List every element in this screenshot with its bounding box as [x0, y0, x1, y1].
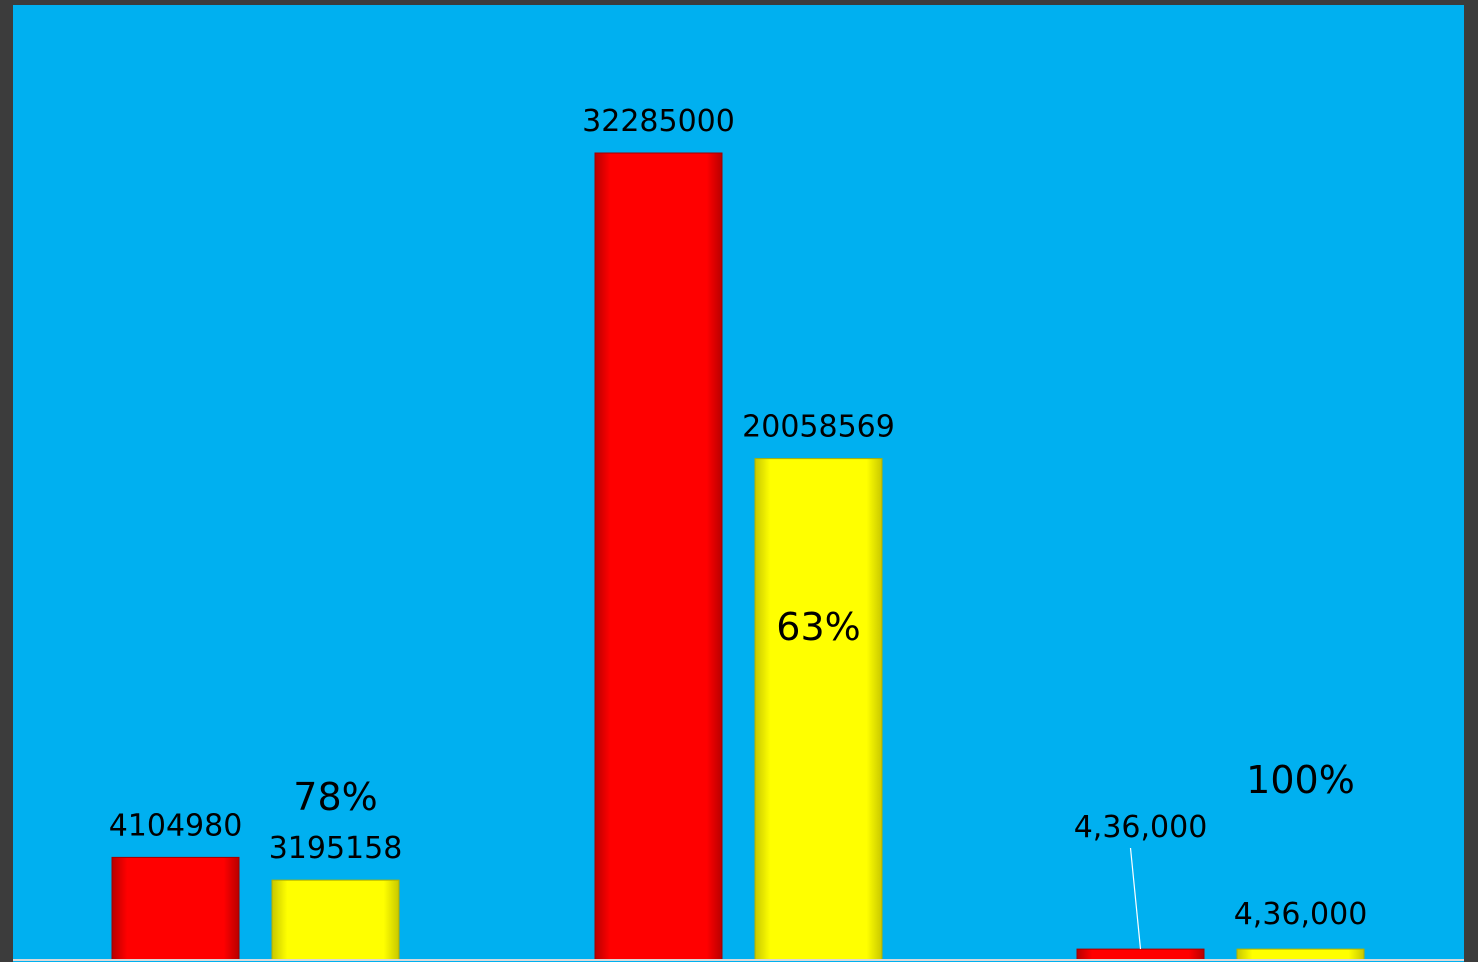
bars-layer — [111, 152, 1365, 961]
chart-plot-area: 4104980 32285000 4,36,000 3195158 20058569 4,… — [13, 5, 1464, 962]
bar-series2-1 — [271, 879, 400, 961]
value-label-series2-1: 3195158 — [269, 831, 403, 866]
bar-chart: 4104980 32285000 4,36,000 3195158 20058569 4,… — [13, 104, 1464, 961]
value-label-series1-3: 4,36,000 — [1074, 810, 1208, 845]
bar-series1-2 — [594, 152, 723, 961]
value-label-series1-1: 4104980 — [109, 808, 243, 843]
bar-series2-3 — [1236, 948, 1365, 961]
percent-label-2: 63% — [776, 605, 860, 649]
bar-series1-1 — [111, 856, 240, 961]
leader-line — [1129, 847, 1142, 950]
value-label-series2-2: 20058569 — [742, 410, 895, 445]
labels-layer: 4104980 32285000 4,36,000 3195158 20058569 4,… — [109, 104, 1368, 950]
percent-label-3: 100% — [1246, 758, 1355, 802]
bar-series2-2 — [754, 458, 883, 961]
percent-label-1: 78% — [293, 775, 377, 819]
value-label-series2-3: 4,36,000 — [1234, 897, 1368, 932]
bar-series1-3 — [1076, 948, 1205, 961]
value-label-series1-2: 32285000 — [582, 104, 735, 139]
